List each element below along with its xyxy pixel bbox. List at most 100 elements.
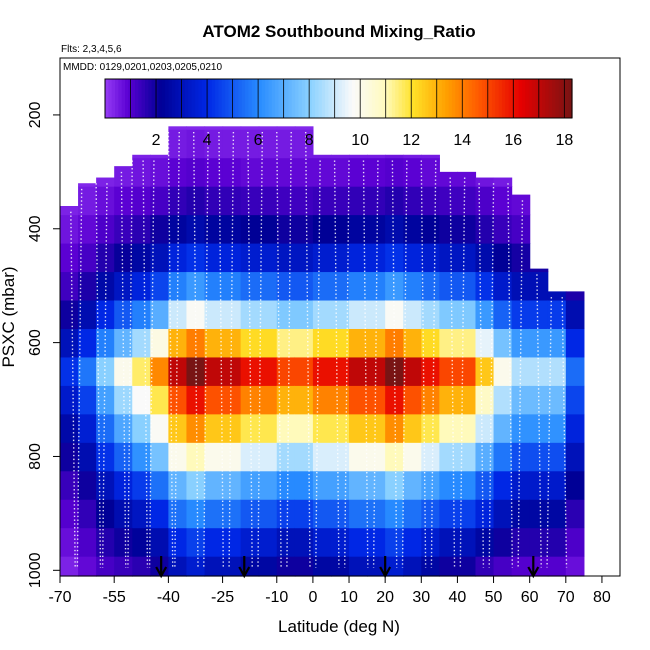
heatmap-cell xyxy=(439,470,459,500)
profile-track xyxy=(148,160,155,568)
heatmap-cell xyxy=(204,126,224,130)
heatmap-cell xyxy=(186,385,206,415)
heatmap-cell xyxy=(547,385,567,415)
colorbar-swatch xyxy=(315,79,320,118)
heatmap-cell xyxy=(312,442,332,472)
heatmap-cell xyxy=(457,385,477,415)
heatmap-cell xyxy=(258,328,278,358)
heatmap-cell xyxy=(403,385,422,415)
colorbar-swatch xyxy=(388,79,393,118)
heatmap-cell xyxy=(78,183,97,187)
heatmap-cell xyxy=(60,470,79,500)
heatmap-cell xyxy=(222,556,242,577)
x-axis-label: Latitude (deg N) xyxy=(278,617,400,636)
y-tick-label: 200 xyxy=(27,101,44,128)
heatmap-cell xyxy=(403,356,422,386)
heatmap-cell xyxy=(439,328,459,358)
heatmap-cell xyxy=(349,556,368,577)
heatmap-cell xyxy=(150,470,169,500)
plot-frame xyxy=(59,57,621,577)
colorbar-swatch xyxy=(541,79,546,118)
heatmap-cell xyxy=(403,499,422,529)
heatmap-cell xyxy=(132,499,151,529)
heatmap-cell xyxy=(565,328,585,358)
heatmap-cell xyxy=(367,186,386,216)
heatmap-cell xyxy=(349,214,368,244)
heatmap-cell xyxy=(330,385,350,415)
heatmap-cell xyxy=(493,499,513,529)
heatmap-cell xyxy=(367,413,386,443)
colorbar-tick-label: 16 xyxy=(504,132,522,149)
heatmap-cell xyxy=(258,126,278,130)
heatmap-cell xyxy=(403,442,422,472)
colorbar-swatch xyxy=(361,79,366,118)
heatmap-cell xyxy=(150,157,169,187)
colorbar-swatch xyxy=(545,79,550,118)
heatmap-cell xyxy=(457,171,477,187)
colorbar-swatch xyxy=(488,79,493,118)
x-tick-label: -40 xyxy=(157,589,180,606)
heatmap-cell xyxy=(114,186,133,216)
colorbar-swatch xyxy=(308,79,313,118)
x-tick-label: 50 xyxy=(485,589,503,606)
colorbar-swatch xyxy=(185,79,189,118)
heatmap-cell xyxy=(511,470,531,500)
colorbar-swatch xyxy=(375,79,380,118)
heatmap-cell xyxy=(421,385,440,415)
heatmap-cell xyxy=(114,271,133,301)
colorbar-swatch xyxy=(301,79,306,118)
heatmap-cell xyxy=(493,413,513,443)
heatmap-cell xyxy=(475,243,495,273)
heatmap-cell xyxy=(168,328,188,358)
heatmap-cell xyxy=(132,527,151,557)
heatmap-cell xyxy=(186,527,206,557)
colorbar-swatch xyxy=(531,79,536,118)
heatmap-cell xyxy=(493,527,513,557)
heatmap-cell xyxy=(150,243,169,273)
heatmap-cell xyxy=(457,413,477,443)
heatmap-cell xyxy=(114,442,133,472)
profile-track xyxy=(362,160,369,568)
y-tick-label: 1000 xyxy=(27,552,44,588)
heatmap-cell xyxy=(385,299,404,329)
heatmap-cell xyxy=(385,157,404,187)
heatmap-cell xyxy=(312,243,332,273)
heatmap-cell xyxy=(529,271,549,301)
heatmap-cell xyxy=(349,413,368,443)
colorbar-swatch xyxy=(391,79,396,118)
heatmap-cell xyxy=(168,413,188,443)
colorbar-tick-label: 8 xyxy=(305,132,314,149)
heatmap-cell xyxy=(222,186,242,216)
heatmap-cell xyxy=(475,413,495,443)
heatmap-cell xyxy=(475,186,495,216)
heatmap-cell xyxy=(150,499,169,529)
heatmap-cell xyxy=(276,413,296,443)
colorbar-swatch xyxy=(448,79,453,118)
heatmap-cell xyxy=(312,154,332,159)
heatmap-cell xyxy=(294,157,314,187)
heatmap-cell xyxy=(439,271,459,301)
heatmap-cell xyxy=(529,356,549,386)
heatmap-cell xyxy=(330,214,350,244)
heatmap-cell xyxy=(294,126,314,130)
heatmap-cell xyxy=(403,413,422,443)
heatmap-cell xyxy=(240,328,260,358)
heatmap-cell xyxy=(222,356,242,386)
heatmap-cell xyxy=(421,556,440,577)
colorbar-swatch xyxy=(518,79,523,118)
heatmap-cell xyxy=(258,442,278,472)
heatmap-cell xyxy=(150,413,169,443)
heatmap-cell xyxy=(565,499,585,529)
heatmap-cell xyxy=(349,385,368,415)
heatmap-cell xyxy=(186,129,206,159)
heatmap-cell xyxy=(349,154,368,159)
heatmap-cell xyxy=(493,186,513,216)
heatmap-cell xyxy=(511,271,531,301)
colorbar-swatch xyxy=(161,79,166,118)
profile-track xyxy=(174,131,180,568)
heatmap-cell xyxy=(439,413,459,443)
colorbar-swatch xyxy=(411,79,416,118)
heatmap-cell xyxy=(168,126,188,130)
heatmap-cell xyxy=(276,126,296,130)
